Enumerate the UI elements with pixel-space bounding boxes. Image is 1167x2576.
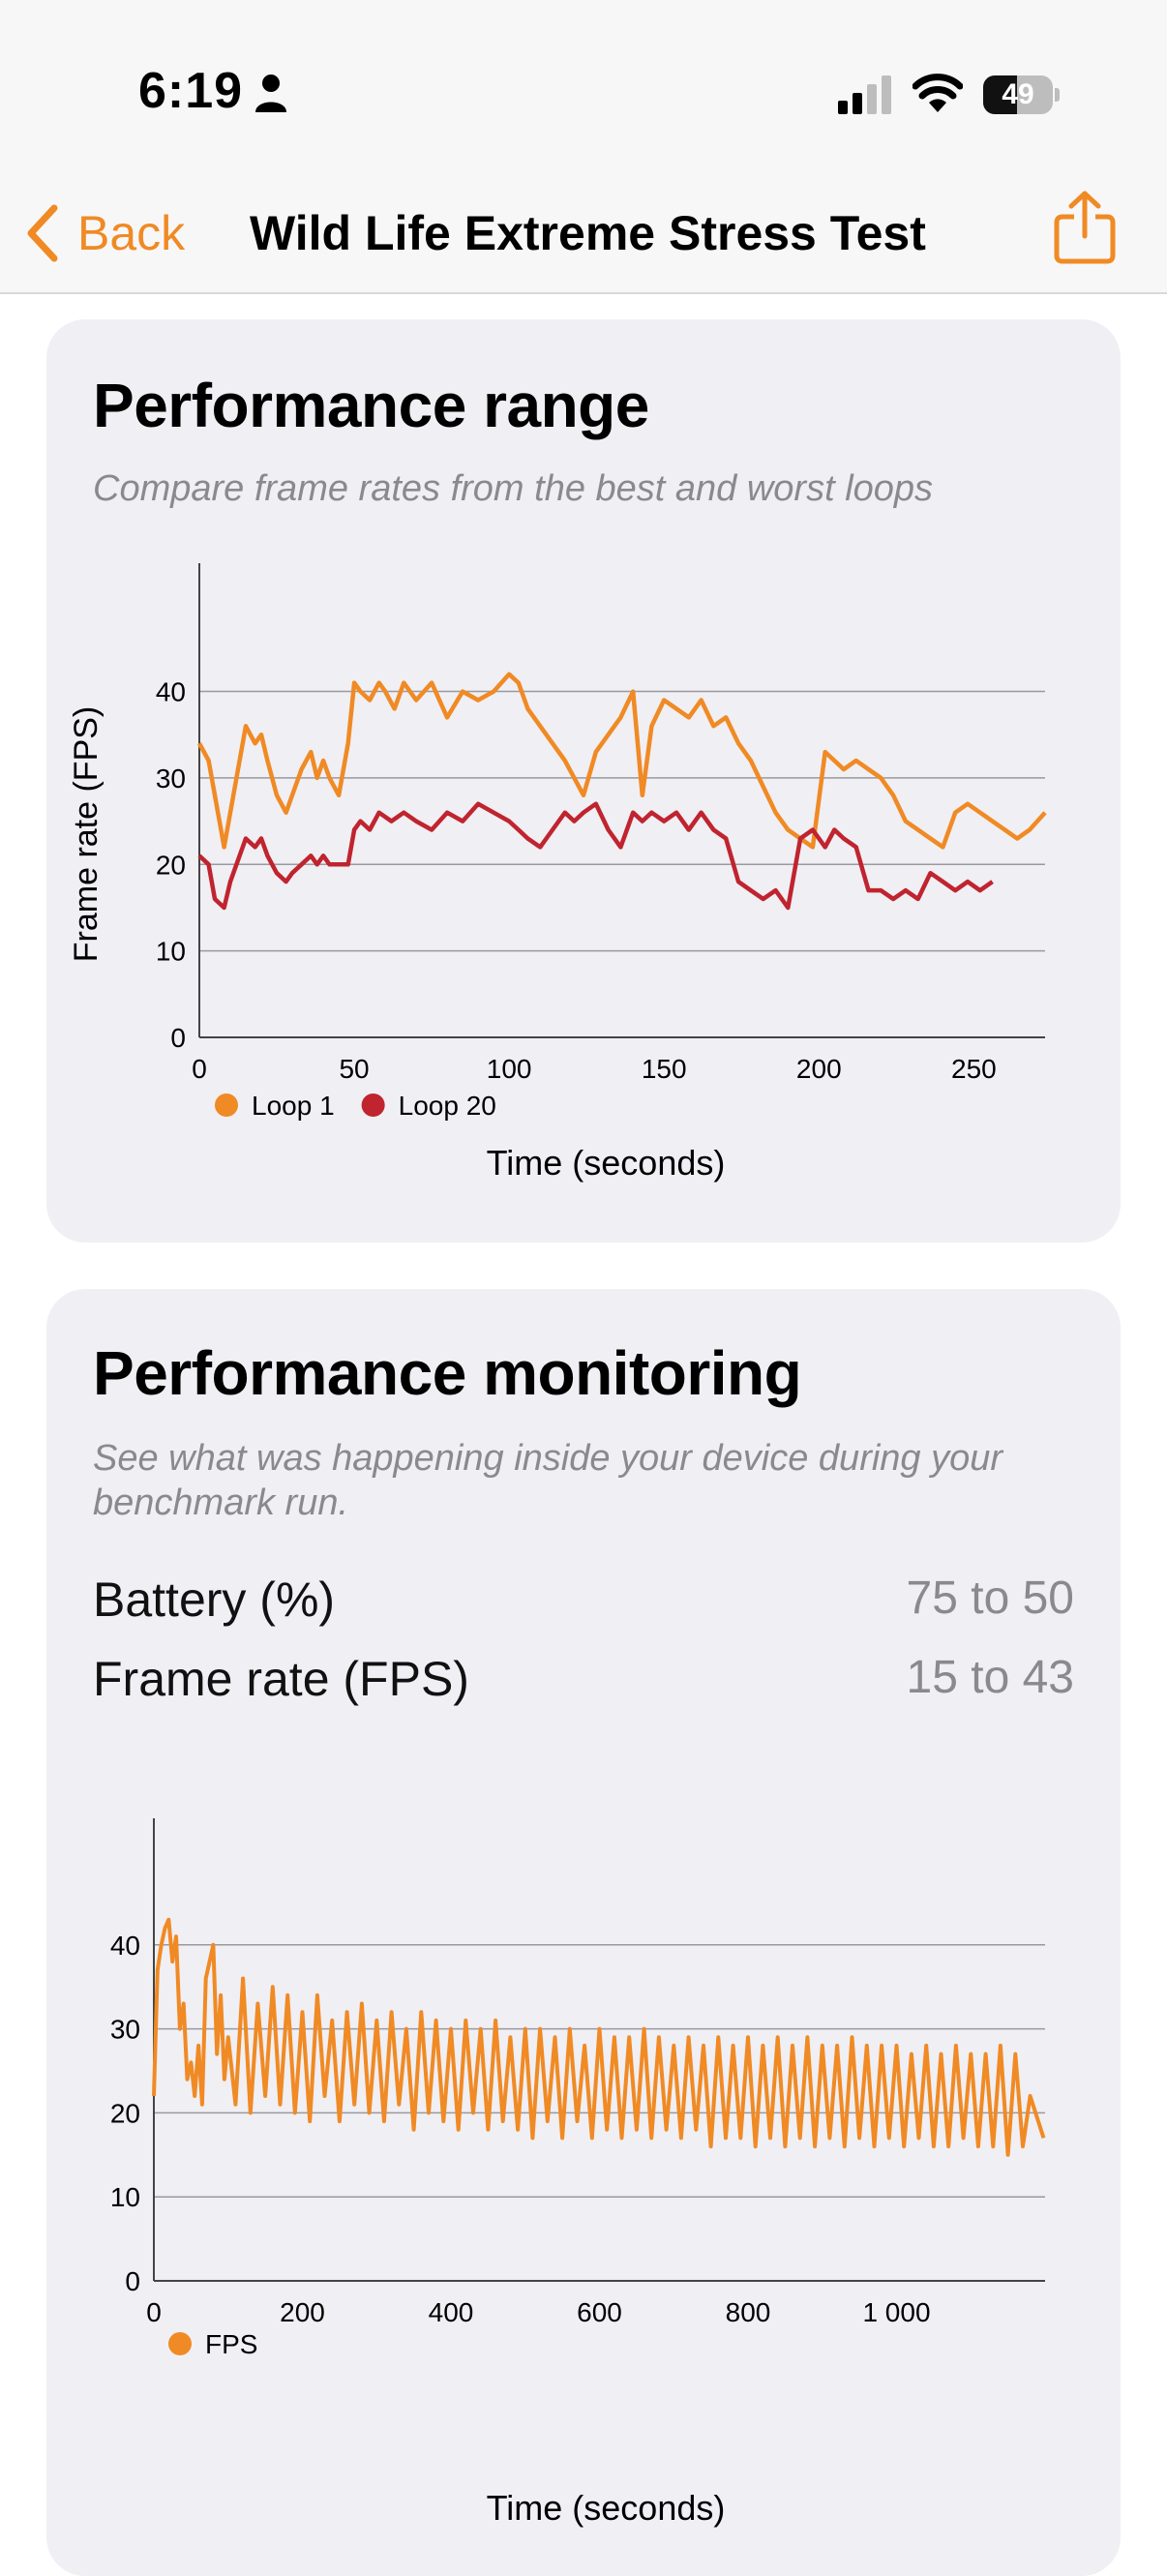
status-bar: 6:19 49 xyxy=(0,0,1167,174)
legend-label: Loop 1 xyxy=(252,1091,335,1121)
y-tick-label: 30 xyxy=(110,2015,140,2045)
x-tick-label: 200 xyxy=(796,1054,842,1084)
battery-indicator: 49 xyxy=(983,75,1061,114)
x-tick-label: 0 xyxy=(146,2297,162,2327)
x-tick-label: 600 xyxy=(577,2297,622,2327)
x-tick-label: 800 xyxy=(726,2297,771,2327)
y-tick-label: 20 xyxy=(110,2098,140,2128)
legend-label: FPS xyxy=(205,2329,257,2359)
x-tick-label: 100 xyxy=(487,1054,532,1084)
performance-range-subtitle: Compare frame rates from the best and wo… xyxy=(93,468,934,509)
person-icon xyxy=(255,75,286,112)
series-line-fps xyxy=(152,1917,1046,2157)
share-icon[interactable] xyxy=(1053,190,1117,265)
x-axis-title: Time (seconds) xyxy=(487,1143,726,1183)
metric-label-frame-rate: Frame rate (FPS) xyxy=(93,1652,469,1706)
y-tick-label: 40 xyxy=(110,1931,140,1961)
performance-monitoring-title: Performance monitoring xyxy=(93,1338,802,1408)
cellular-signal-icon xyxy=(838,75,891,114)
y-tick-label: 10 xyxy=(110,2182,140,2212)
metric-label-battery: Battery (%) xyxy=(93,1573,336,1627)
legend-marker xyxy=(168,2332,192,2355)
performance-range-chart: 0 10 20 30 40 0 50 100 150 200 250 Loop 1 Loop 20 Tim… xyxy=(68,563,1047,1183)
series-line-loop-1 xyxy=(197,672,1047,850)
page-title: Wild Life Extreme Stress Test xyxy=(250,206,926,260)
performance-range-title: Performance range xyxy=(93,371,649,440)
wifi-icon xyxy=(913,74,963,112)
legend-label: Loop 20 xyxy=(399,1091,496,1121)
y-tick-label: 30 xyxy=(156,764,186,794)
back-label: Back xyxy=(77,206,186,260)
performance-monitoring-subtitle: See what was happening inside your devic… xyxy=(93,1438,1003,1523)
performance-range-card: Performance range Compare frame rates fr… xyxy=(46,319,1121,1243)
x-axis-title: Time (seconds) xyxy=(487,2488,726,2528)
y-tick-label: 10 xyxy=(156,937,186,967)
metric-value-frame-rate: 15 to 43 xyxy=(906,1652,1074,1703)
y-tick-label: 20 xyxy=(156,850,186,880)
series-line-loop-20 xyxy=(197,801,994,911)
metric-value-battery: 75 to 50 xyxy=(906,1573,1074,1624)
x-tick-label: 250 xyxy=(951,1054,997,1084)
back-button[interactable]: Back xyxy=(23,174,185,292)
navigation-bar: Back Wild Life Extreme Stress Test xyxy=(0,174,1167,294)
y-tick-label: 0 xyxy=(170,1023,186,1053)
x-tick-label: 400 xyxy=(429,2297,474,2327)
x-tick-label: 0 xyxy=(192,1054,207,1084)
y-tick-label: 40 xyxy=(156,677,186,707)
legend-marker xyxy=(361,1093,385,1117)
status-time: 6:19 xyxy=(138,63,244,119)
x-tick-label: 200 xyxy=(280,2297,325,2327)
x-tick-label: 1 000 xyxy=(862,2297,930,2327)
legend-marker xyxy=(215,1093,238,1117)
chevron-left-icon xyxy=(27,204,58,262)
x-tick-label: 50 xyxy=(339,1054,369,1084)
performance-monitoring-card: Performance monitoring See what was happ… xyxy=(46,1289,1121,2576)
battery-level: 49 xyxy=(1002,78,1034,110)
y-tick-label: 0 xyxy=(125,2266,140,2296)
x-tick-label: 150 xyxy=(642,1054,687,1084)
y-axis-title: Frame rate (FPS) xyxy=(68,706,105,962)
